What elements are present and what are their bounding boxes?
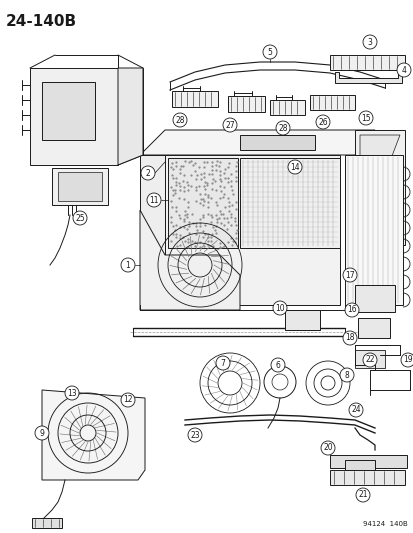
Circle shape — [342, 331, 356, 345]
Text: 16: 16 — [347, 305, 356, 314]
Text: 11: 11 — [149, 196, 158, 205]
Text: 14: 14 — [290, 163, 299, 172]
Circle shape — [287, 160, 301, 174]
Circle shape — [272, 301, 286, 315]
Circle shape — [65, 386, 79, 400]
Circle shape — [355, 488, 369, 502]
Polygon shape — [140, 130, 374, 155]
Polygon shape — [240, 158, 339, 248]
Polygon shape — [284, 310, 319, 330]
Polygon shape — [140, 210, 240, 310]
Circle shape — [362, 35, 376, 49]
Polygon shape — [329, 455, 406, 468]
Polygon shape — [118, 68, 142, 165]
Circle shape — [223, 118, 236, 132]
Circle shape — [400, 353, 413, 367]
Polygon shape — [165, 155, 339, 305]
Text: 27: 27 — [225, 120, 234, 130]
Text: 4: 4 — [401, 66, 406, 75]
Circle shape — [339, 368, 353, 382]
Circle shape — [262, 45, 276, 59]
Polygon shape — [228, 96, 264, 112]
Polygon shape — [329, 470, 404, 485]
Circle shape — [342, 268, 356, 282]
Polygon shape — [334, 72, 401, 83]
Text: 8: 8 — [344, 370, 349, 379]
Polygon shape — [52, 168, 108, 205]
Text: 10: 10 — [275, 303, 284, 312]
Polygon shape — [354, 130, 404, 245]
Circle shape — [362, 353, 376, 367]
Polygon shape — [42, 82, 95, 140]
Circle shape — [315, 115, 329, 129]
Circle shape — [275, 121, 289, 135]
Text: 1: 1 — [125, 261, 130, 270]
Circle shape — [121, 393, 135, 407]
Polygon shape — [168, 158, 237, 248]
Polygon shape — [354, 285, 394, 312]
Polygon shape — [344, 155, 402, 305]
Polygon shape — [359, 135, 399, 240]
Circle shape — [141, 166, 154, 180]
Circle shape — [271, 358, 284, 372]
Text: 25: 25 — [75, 214, 85, 222]
Circle shape — [73, 211, 87, 225]
Text: 15: 15 — [360, 114, 370, 123]
Polygon shape — [171, 91, 218, 107]
Text: 5: 5 — [267, 47, 272, 56]
Text: 21: 21 — [357, 490, 367, 499]
Text: 9: 9 — [40, 429, 44, 438]
Text: 20: 20 — [323, 443, 332, 453]
Polygon shape — [30, 68, 118, 165]
Circle shape — [344, 303, 358, 317]
Polygon shape — [329, 55, 404, 70]
Polygon shape — [309, 95, 354, 110]
Polygon shape — [344, 460, 374, 470]
Polygon shape — [32, 518, 62, 528]
Circle shape — [348, 403, 362, 417]
Text: 18: 18 — [344, 334, 354, 343]
Polygon shape — [58, 172, 102, 201]
Circle shape — [173, 113, 187, 127]
Polygon shape — [269, 100, 304, 115]
Polygon shape — [140, 155, 165, 305]
Text: 7: 7 — [220, 359, 225, 367]
Text: 22: 22 — [364, 356, 374, 365]
Text: 17: 17 — [344, 271, 354, 279]
Text: 24: 24 — [350, 406, 360, 415]
Polygon shape — [240, 135, 314, 150]
Text: 13: 13 — [67, 389, 77, 398]
Circle shape — [147, 193, 161, 207]
Polygon shape — [357, 318, 389, 338]
Text: 3: 3 — [367, 37, 372, 46]
Circle shape — [320, 441, 334, 455]
Text: 19: 19 — [402, 356, 412, 365]
Circle shape — [188, 428, 202, 442]
Text: 26: 26 — [318, 117, 327, 126]
Text: 6: 6 — [275, 360, 280, 369]
Text: 2: 2 — [145, 168, 150, 177]
Text: 28: 28 — [278, 124, 287, 133]
Circle shape — [358, 111, 372, 125]
Text: 24-140B: 24-140B — [6, 14, 77, 29]
Circle shape — [35, 426, 49, 440]
Circle shape — [216, 356, 230, 370]
Polygon shape — [354, 350, 384, 368]
Circle shape — [121, 258, 135, 272]
Text: 94124  140B: 94124 140B — [362, 521, 407, 527]
Text: 28: 28 — [175, 116, 184, 125]
Polygon shape — [42, 390, 145, 480]
Circle shape — [396, 63, 410, 77]
Text: 12: 12 — [123, 395, 133, 405]
Text: 23: 23 — [190, 431, 199, 440]
